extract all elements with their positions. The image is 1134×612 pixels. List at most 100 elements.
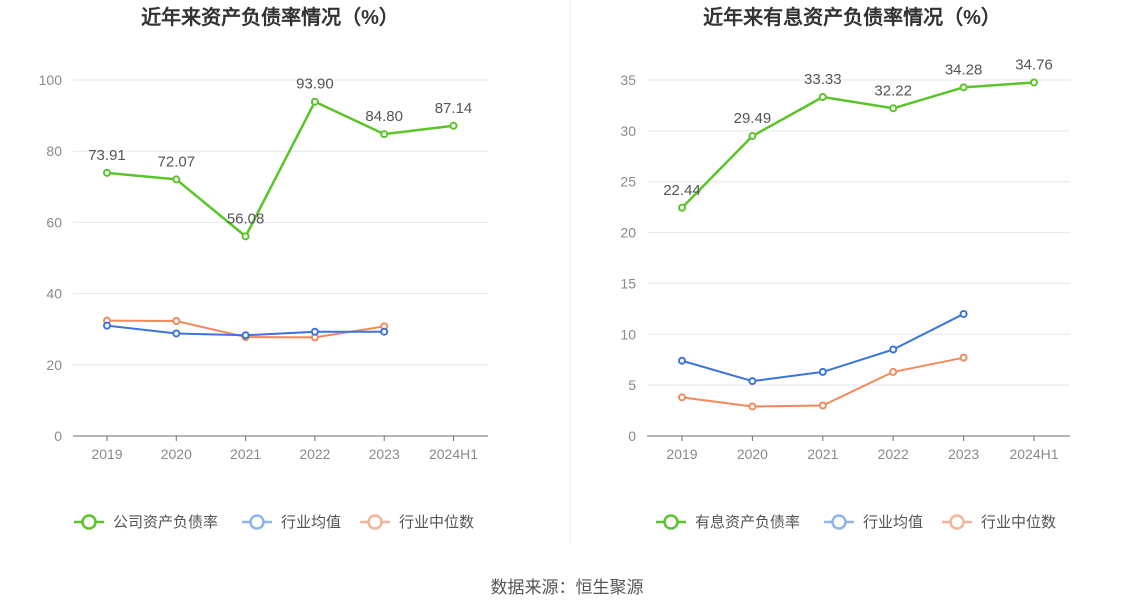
data-label: 22.44 (663, 182, 701, 199)
data-point[interactable] (310, 327, 319, 336)
series-lines (103, 97, 458, 342)
data-label: 87.14 (435, 100, 473, 117)
legend-label: 公司资产负债率 (113, 514, 218, 531)
data-label: 29.49 (734, 110, 772, 127)
data-point[interactable] (380, 327, 389, 336)
data-point[interactable] (748, 377, 757, 386)
y-tick-label: 15 (620, 275, 636, 291)
data-label: 34.76 (1015, 56, 1053, 73)
x-axis (647, 435, 1070, 441)
y-tick-label: 40 (46, 286, 62, 302)
data-point[interactable] (889, 367, 898, 376)
legend-label: 行业中位数 (399, 514, 474, 531)
x-axis (73, 435, 488, 441)
legend-marker (249, 514, 265, 530)
x-tick-label: 2024H1 (1009, 446, 1058, 462)
y-tick-label: 80 (46, 143, 62, 159)
legend-item-company[interactable]: 公司资产负债率 (74, 514, 218, 531)
legend-item-average[interactable]: 行业均值 (824, 514, 923, 531)
data-point[interactable] (818, 367, 827, 376)
data-point[interactable] (103, 321, 111, 330)
data-point[interactable] (380, 130, 389, 139)
data-point[interactable] (678, 393, 686, 402)
x-tick-labels: 2019 2020 2021 2022 2023 2024H1 (666, 446, 1058, 462)
chart-title: 近年来有息资产负债率情况（%） (703, 5, 1001, 29)
y-grid (73, 79, 488, 366)
legend-item-median[interactable]: 行业中位数 (360, 514, 474, 531)
legend-marker (81, 514, 97, 530)
data-labels: 73.91 72.07 56.08 93.90 84.80 87.14 (88, 76, 472, 228)
data-point[interactable] (818, 401, 827, 410)
legend-label: 行业均值 (863, 514, 923, 531)
data-point[interactable] (172, 317, 181, 326)
data-point[interactable] (241, 331, 250, 340)
data-labels: 22.44 29.49 33.33 32.22 34.28 34.76 (663, 56, 1053, 198)
x-tick-label: 2019 (91, 446, 122, 462)
x-tick-label: 2020 (161, 446, 192, 462)
x-tick-label: 2024H1 (429, 446, 478, 462)
y-grid (647, 79, 1070, 386)
y-tick-label: 0 (628, 428, 636, 444)
data-point[interactable] (818, 92, 827, 101)
data-label: 32.22 (874, 82, 912, 99)
legend-label: 行业均值 (281, 514, 341, 531)
data-point[interactable] (959, 83, 968, 92)
series-line-0 (681, 81, 1035, 209)
data-point[interactable] (959, 353, 968, 362)
data-label: 93.90 (296, 76, 334, 93)
y-tick-label: 30 (620, 123, 636, 139)
data-label: 84.80 (365, 108, 403, 125)
data-point[interactable] (172, 175, 181, 184)
data-point[interactable] (241, 232, 250, 241)
y-axis: 0 20 40 60 80 100 (39, 72, 63, 444)
data-point[interactable] (449, 121, 458, 130)
x-tick-label: 2020 (737, 446, 768, 462)
legend-item-average[interactable]: 行业均值 (242, 514, 341, 531)
data-point[interactable] (959, 309, 968, 318)
data-label: 72.07 (158, 153, 196, 170)
data-label: 33.33 (804, 71, 842, 88)
y-tick-label: 60 (46, 214, 62, 230)
data-point[interactable] (889, 345, 898, 354)
y-tick-label: 5 (628, 377, 636, 393)
data-point[interactable] (310, 97, 319, 106)
x-tick-label: 2022 (299, 446, 330, 462)
data-point[interactable] (748, 132, 757, 141)
legend-marker (831, 514, 847, 530)
series-line-2 (681, 356, 964, 408)
x-tick-label: 2023 (948, 446, 979, 462)
x-tick-label: 2021 (230, 446, 261, 462)
x-tick-label: 2021 (807, 446, 838, 462)
x-tick-label: 2019 (666, 446, 697, 462)
data-point[interactable] (678, 356, 686, 365)
data-label: 56.08 (227, 210, 265, 227)
y-tick-label: 20 (620, 225, 636, 241)
data-point[interactable] (172, 329, 181, 338)
y-tick-label: 25 (620, 174, 636, 190)
y-tick-label: 0 (54, 428, 62, 444)
y-tick-label: 10 (620, 326, 636, 342)
y-tick-label: 35 (620, 72, 636, 88)
legend: 公司资产负债率 行业均值 行业中位数 (74, 514, 474, 531)
legend-label: 有息资产负债率 (695, 514, 800, 531)
legend-item-company[interactable]: 有息资产负债率 (656, 514, 800, 531)
legend-marker (367, 514, 383, 530)
legend-marker (663, 514, 679, 530)
data-point[interactable] (678, 203, 686, 212)
data-point[interactable] (103, 168, 111, 177)
data-label: 34.28 (945, 61, 983, 78)
data-point[interactable] (748, 402, 757, 411)
x-tick-label: 2023 (369, 446, 400, 462)
y-axis: 0 5 10 15 20 25 30 35 (620, 72, 636, 444)
series-line-0 (106, 100, 454, 238)
x-tick-label: 2022 (878, 446, 909, 462)
data-point[interactable] (889, 104, 898, 113)
legend-marker (949, 514, 965, 530)
data-point[interactable] (1030, 78, 1038, 87)
legend: 有息资产负债率 行业均值 行业中位数 (656, 514, 1056, 531)
y-tick-label: 100 (39, 72, 63, 88)
legend-item-median[interactable]: 行业中位数 (942, 514, 1056, 531)
chart-title: 近年来资产负债率情况（%） (141, 5, 399, 29)
